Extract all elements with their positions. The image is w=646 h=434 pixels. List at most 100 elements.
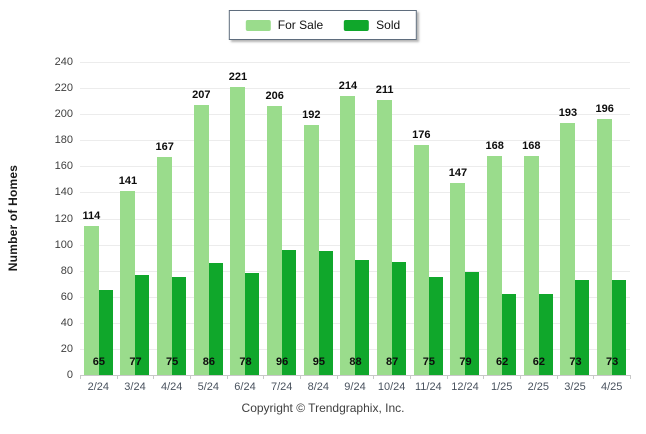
x-axis-tick <box>153 375 155 379</box>
x-axis-tick <box>226 375 228 379</box>
bar-sold <box>575 279 590 375</box>
for-sale-value-label: 147 <box>448 167 468 180</box>
y-tick-label: 100 <box>54 238 73 251</box>
x-tick-label: 2/25 <box>527 381 550 393</box>
bar-sold <box>98 290 113 375</box>
y-tick-label: 40 <box>60 316 73 329</box>
sold-value-label: 62 <box>532 356 545 368</box>
sold-value-label: 95 <box>312 356 325 368</box>
bar-sold <box>355 260 370 375</box>
x-tick-label: 11/24 <box>414 381 442 393</box>
for-sale-value-label: 196 <box>595 103 614 116</box>
bar-for-sale <box>193 105 209 375</box>
bar-for-sale <box>523 155 539 375</box>
bar-group: 214 88 9/24 <box>337 62 374 393</box>
y-tick-label: 180 <box>54 134 73 147</box>
bar-sold <box>282 249 297 375</box>
bar-group: 176 75 11/24 <box>410 62 447 393</box>
bar-group: 196 73 4/25 <box>593 62 630 393</box>
bar-for-sale <box>560 123 576 375</box>
bar-for-sale <box>340 95 356 375</box>
sold-value-label: 73 <box>606 356 619 368</box>
x-axis-tick <box>520 375 521 379</box>
bar-sold <box>465 271 480 375</box>
bar-group: 167 75 4/24 <box>153 62 190 393</box>
bar-sold <box>208 262 223 375</box>
x-axis-tick <box>410 375 411 379</box>
x-axis-tick <box>263 375 265 379</box>
y-tick-label: 80 <box>60 264 73 277</box>
bar-group: 211 87 10/24 <box>373 62 410 393</box>
x-tick-label: 10/24 <box>377 381 406 393</box>
x-tick-label: 4/24 <box>160 381 183 393</box>
y-tick-label: 220 <box>54 82 73 95</box>
for-sale-value-label: 176 <box>412 129 431 142</box>
for-sale-value-label: 168 <box>522 139 541 152</box>
bar-for-sale <box>377 99 393 375</box>
bar-for-sale <box>487 155 503 375</box>
bar-sold <box>428 277 443 375</box>
sold-value-label: 75 <box>422 356 435 368</box>
sold-value-label: 73 <box>569 356 582 368</box>
x-axis-tick <box>336 375 338 379</box>
y-tick-label: 120 <box>54 212 73 225</box>
bar-sold <box>245 273 260 375</box>
bar-for-sale <box>230 86 246 375</box>
bar-for-sale <box>450 183 466 375</box>
bar-group: 207 86 5/24 <box>190 62 227 393</box>
x-tick-label: 3/24 <box>124 381 146 393</box>
bar-group: 193 73 3/25 <box>557 62 594 393</box>
bar-group: 192 95 8/24 <box>300 62 337 393</box>
sold-value-label: 65 <box>92 356 105 368</box>
y-tick-label: 140 <box>54 186 73 199</box>
bar-sold <box>538 294 553 375</box>
bar-for-sale <box>413 145 429 375</box>
bar-sold <box>612 279 627 375</box>
grid-line <box>80 88 630 90</box>
bar-group: 147 79 12/24 <box>447 62 484 393</box>
bar-sold <box>392 261 407 375</box>
bar-group: 168 62 1/25 <box>483 62 520 393</box>
x-tick-label: 4/25 <box>600 381 623 393</box>
sold-value-label: 79 <box>459 356 472 368</box>
bar-for-sale <box>120 191 136 375</box>
x-axis-tick <box>116 375 118 379</box>
x-tick-label: 12/24 <box>451 381 479 393</box>
for-sale-value-label: 207 <box>192 89 211 102</box>
bar-sold <box>172 277 187 375</box>
x-axis-tick <box>373 375 375 379</box>
for-sale-value-label: 211 <box>375 83 394 96</box>
sold-value-label: 62 <box>496 356 509 368</box>
y-tick-label: 60 <box>60 290 73 303</box>
copyright-text: Copyright © Trendgraphix, Inc. <box>241 401 405 415</box>
y-tick-label: 0 <box>66 369 73 381</box>
for-sale-value-label: 141 <box>118 175 138 188</box>
x-tick-label: 6/24 <box>234 381 256 393</box>
sold-value-label: 96 <box>276 356 289 368</box>
bar-group: 221 78 6/24 <box>227 62 264 393</box>
sold-value-label: 87 <box>386 356 399 368</box>
for-sale-value-label: 192 <box>302 108 321 121</box>
x-axis-tick <box>593 375 595 379</box>
bar-for-sale <box>597 119 613 375</box>
y-tick-label: 20 <box>60 342 73 355</box>
grid-line <box>80 62 630 63</box>
for-sale-value-label: 114 <box>82 210 101 223</box>
bar-group: 114 65 2/24 <box>80 62 117 393</box>
bar-for-sale <box>303 124 319 375</box>
sold-value-label: 77 <box>129 356 142 368</box>
x-tick-label: 9/24 <box>344 381 366 393</box>
legend: For Sale Sold <box>228 10 418 40</box>
y-tick-label: 240 <box>54 56 73 68</box>
x-axis-tick <box>446 375 448 379</box>
y-axis-title: Number of Homes <box>6 164 20 272</box>
y-tick-label: 200 <box>54 108 73 121</box>
bar-for-sale <box>267 106 283 375</box>
bar-group: 168 62 2/25 <box>520 62 557 393</box>
y-tick-label: 160 <box>54 160 73 173</box>
for-sale-value-label: 214 <box>338 79 358 92</box>
bar-for-sale <box>157 157 173 375</box>
sold-value-label: 86 <box>202 356 215 368</box>
for-sale-value-label: 168 <box>485 139 504 152</box>
